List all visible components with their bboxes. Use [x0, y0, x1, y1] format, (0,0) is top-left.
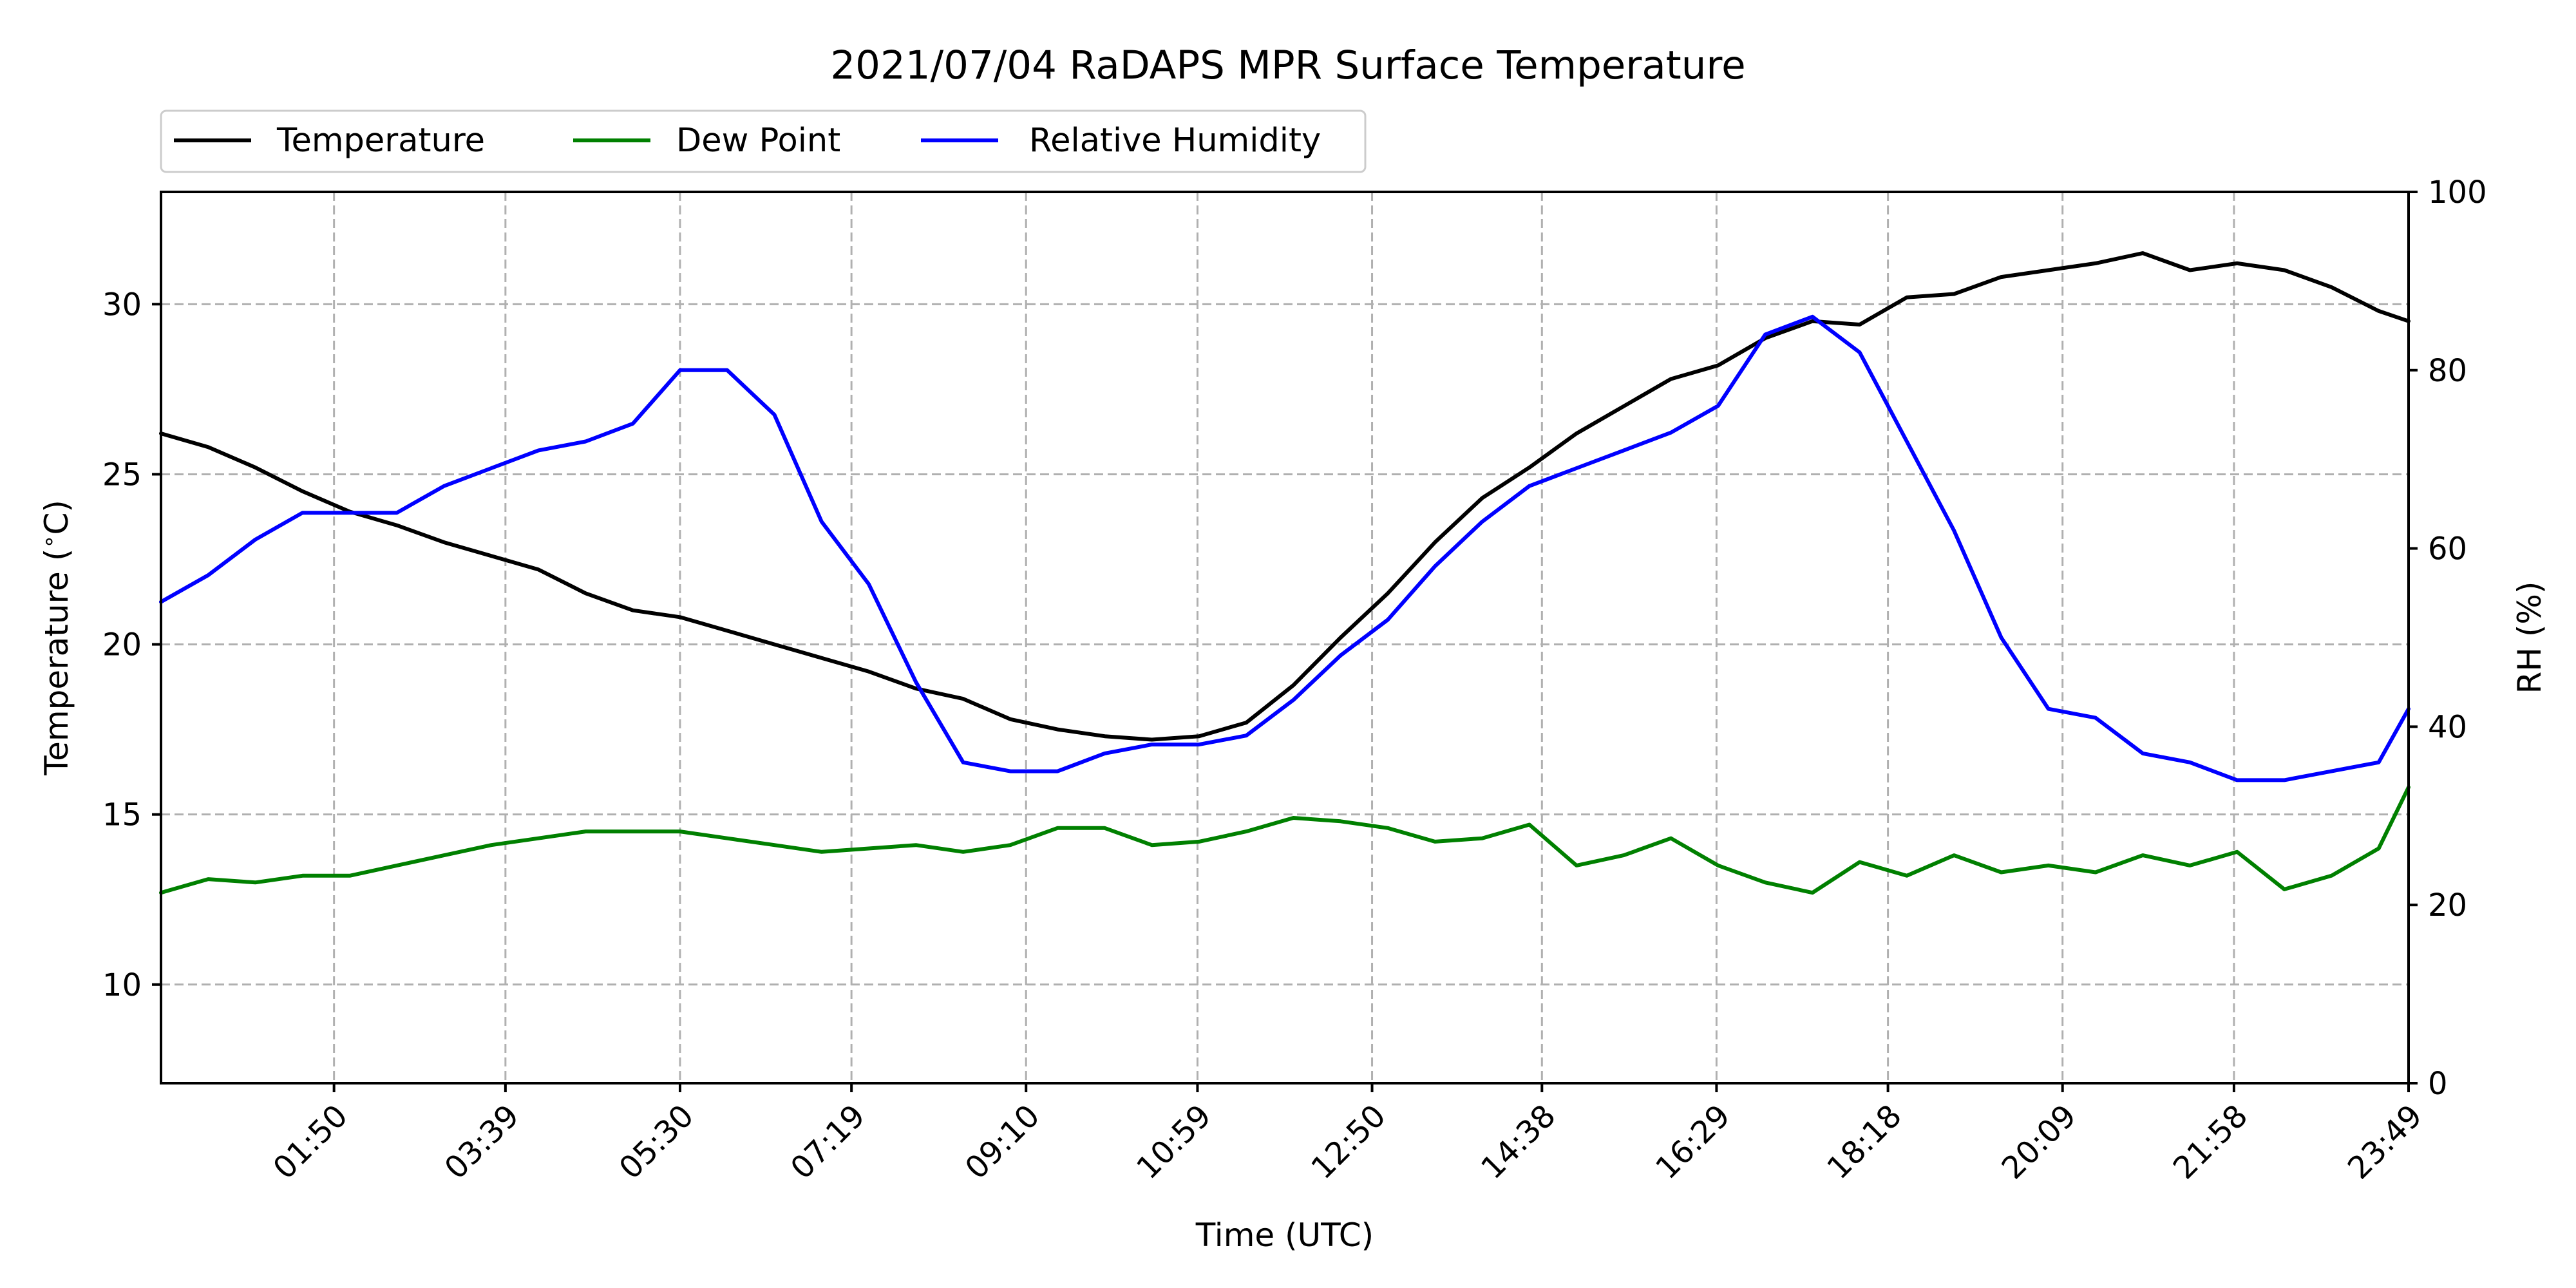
series-line-temperature: [159, 251, 2410, 742]
series-group: [159, 251, 2410, 895]
y2-axis-label: RH (%): [2511, 582, 2548, 694]
legend-label-temperature: Temperature: [276, 122, 485, 160]
y-axis-label-part-1: Temperature (: [38, 549, 75, 776]
y-tick-label-3: 25: [102, 457, 142, 493]
y-axis-label: Temperature (∘C): [36, 500, 75, 776]
y-tick-label-2: 20: [102, 627, 142, 663]
y-axis-label-degree: ∘: [36, 535, 62, 549]
y2-tick-label-3: 60: [2428, 531, 2467, 567]
legend-frame: [160, 109, 1367, 173]
chart-title: 2021/07/04 RaDAPS MPR Surface Temperatur…: [830, 43, 1745, 88]
y-tick-label-4: 30: [102, 287, 142, 323]
legend-label-relative-humidity: Relative Humidity: [1029, 122, 1321, 160]
y2-tick-label-1: 20: [2428, 887, 2467, 923]
y2-tick-label-2: 40: [2428, 709, 2467, 745]
y-tick-label-1: 15: [102, 797, 142, 833]
legend: Temperature Dew Point Relative Humidity: [160, 109, 1367, 173]
y-tick-label-0: 10: [102, 967, 142, 1003]
y-axis-label-part-2: C): [38, 500, 75, 535]
legend-label-dew-point: Dew Point: [676, 122, 840, 160]
grid: [161, 192, 2410, 1083]
plot-frame: [160, 191, 2410, 1084]
series-line-dew-point: [159, 785, 2410, 895]
y2-tick-label-0: 0: [2428, 1066, 2448, 1102]
x-axis-label: Time (UTC): [1195, 1217, 1374, 1254]
series-line-relative-humidity: [159, 314, 2410, 782]
y2-tick-label-4: 80: [2428, 353, 2467, 389]
y2-tick-label-5: 100: [2428, 175, 2487, 211]
